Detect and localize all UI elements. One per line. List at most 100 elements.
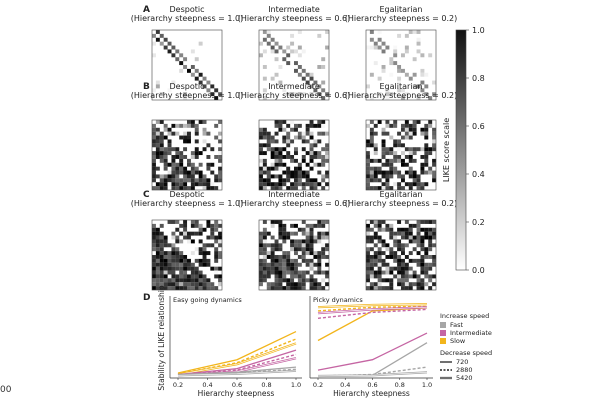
- heatmap-cell: [416, 37, 421, 42]
- colorbar-tick-label: 0.4: [472, 170, 485, 179]
- heatmap-cell: [408, 235, 413, 240]
- heatmap-cell: [313, 278, 318, 283]
- heatmap-cell: [159, 174, 164, 179]
- x-tick-label: 1.0: [422, 381, 432, 389]
- heatmap-cell: [290, 247, 295, 252]
- heatmap-cell: [325, 231, 330, 236]
- heatmap-cell: [294, 151, 298, 156]
- series-line-slow-2880: [317, 305, 428, 312]
- heatmap-cell: [274, 80, 279, 85]
- heatmap-cell: [190, 266, 195, 271]
- heatmap-cell: [179, 61, 184, 66]
- heatmap-cell: [270, 266, 275, 271]
- heatmap-cell: [416, 251, 421, 256]
- heatmap-cell: [152, 135, 156, 140]
- heatmap-cell: [274, 247, 279, 252]
- heatmap-cell: [416, 30, 421, 34]
- heatmap-cell: [389, 286, 394, 291]
- heatmap-cell: [366, 182, 370, 187]
- heatmap-cell: [393, 235, 398, 240]
- heatmap-cell: [393, 251, 398, 256]
- heatmap-cell: [317, 235, 322, 240]
- heatmap-cell: [198, 270, 203, 275]
- heatmap-cell: [179, 274, 184, 279]
- heatmap-cell: [167, 258, 172, 263]
- heatmap-cell: [163, 262, 168, 267]
- heatmap-cell: [159, 131, 164, 136]
- heatmap-cell: [366, 123, 370, 128]
- heatmap-cell: [373, 151, 378, 156]
- heatmap-cell: [159, 247, 164, 252]
- heatmap-cell: [313, 80, 318, 85]
- heatmap-cell: [187, 120, 191, 124]
- heatmap-cell: [404, 92, 409, 97]
- heatmap-cell: [274, 151, 279, 156]
- heatmap-cell: [218, 251, 223, 256]
- heatmap-cell: [369, 135, 374, 140]
- heatmap-cell: [317, 65, 322, 69]
- heatmap-cell: [286, 262, 291, 267]
- heatmap-cell: [412, 178, 417, 183]
- heatmap-cell: [282, 251, 287, 256]
- heatmap-cell: [274, 162, 279, 167]
- heatmap-cell: [381, 155, 386, 159]
- heatmap-cell: [412, 182, 417, 187]
- heatmap-cell: [404, 147, 409, 152]
- heatmap-cell: [404, 135, 409, 140]
- heatmap-cell: [377, 158, 382, 163]
- heatmap-cell: [381, 251, 386, 256]
- heatmap-cell: [167, 49, 172, 54]
- heatmap-cell: [202, 274, 207, 279]
- heatmap-cell: [424, 143, 429, 148]
- heatmap-cell: [373, 45, 378, 50]
- heatmap-cell: [317, 170, 322, 175]
- colorbar-tick-label: 1.0: [472, 26, 485, 35]
- heatmap-cell: [424, 127, 429, 132]
- heatmap-cell: [282, 266, 287, 271]
- heatmap-cell: [175, 170, 180, 175]
- heatmap-cell: [214, 227, 219, 232]
- heatmap-cell: [179, 255, 184, 259]
- heatmap-cell: [294, 170, 298, 175]
- heatmap-cell: [317, 266, 322, 271]
- heatmap-cell: [373, 158, 378, 163]
- heatmap-cell: [187, 162, 191, 167]
- heatmap-cell: [286, 270, 291, 275]
- heatmap-cell: [159, 120, 164, 124]
- heatmap-cell: [432, 227, 437, 232]
- heatmap-cell: [321, 243, 326, 248]
- heatmap-cell: [385, 147, 390, 152]
- heatmap-cell: [366, 278, 370, 283]
- heatmap-cell: [171, 262, 176, 267]
- heatmap-cell: [408, 266, 413, 271]
- heatmap-cell: [397, 131, 402, 136]
- heatmap-cell: [309, 158, 314, 163]
- heatmap-cell: [175, 123, 180, 128]
- heatmap-cell: [198, 247, 203, 252]
- heatmap-cell: [206, 278, 211, 283]
- panel-title: Egalitarian: [379, 82, 422, 91]
- heatmap-cell: [218, 166, 223, 171]
- heatmap-cell: [325, 243, 330, 248]
- heatmap-cell: [321, 255, 326, 259]
- heatmap-cell: [190, 223, 195, 228]
- heatmap-cell: [286, 231, 291, 236]
- heatmap-cell: [214, 223, 219, 228]
- heatmap-cell: [377, 247, 382, 252]
- heatmap-cell: [202, 286, 207, 291]
- heatmap-cell: [262, 143, 267, 148]
- heatmap-cell: [416, 84, 421, 89]
- x-axis-label: Hierarchy steepness: [333, 389, 410, 398]
- heatmap-cell: [420, 182, 425, 187]
- heatmap-cell: [152, 223, 156, 228]
- heatmap-cell: [270, 147, 275, 152]
- heatmap-cell: [389, 123, 394, 128]
- heatmap-cell: [210, 235, 215, 240]
- heatmap-cell: [167, 243, 172, 248]
- heatmap-cell: [381, 68, 386, 73]
- heatmap-cell: [194, 286, 199, 291]
- heatmap-cell: [163, 274, 168, 279]
- heatmap-cell: [428, 53, 433, 58]
- heatmap-cell: [278, 262, 283, 267]
- x-tick-label: 0.4: [340, 381, 350, 389]
